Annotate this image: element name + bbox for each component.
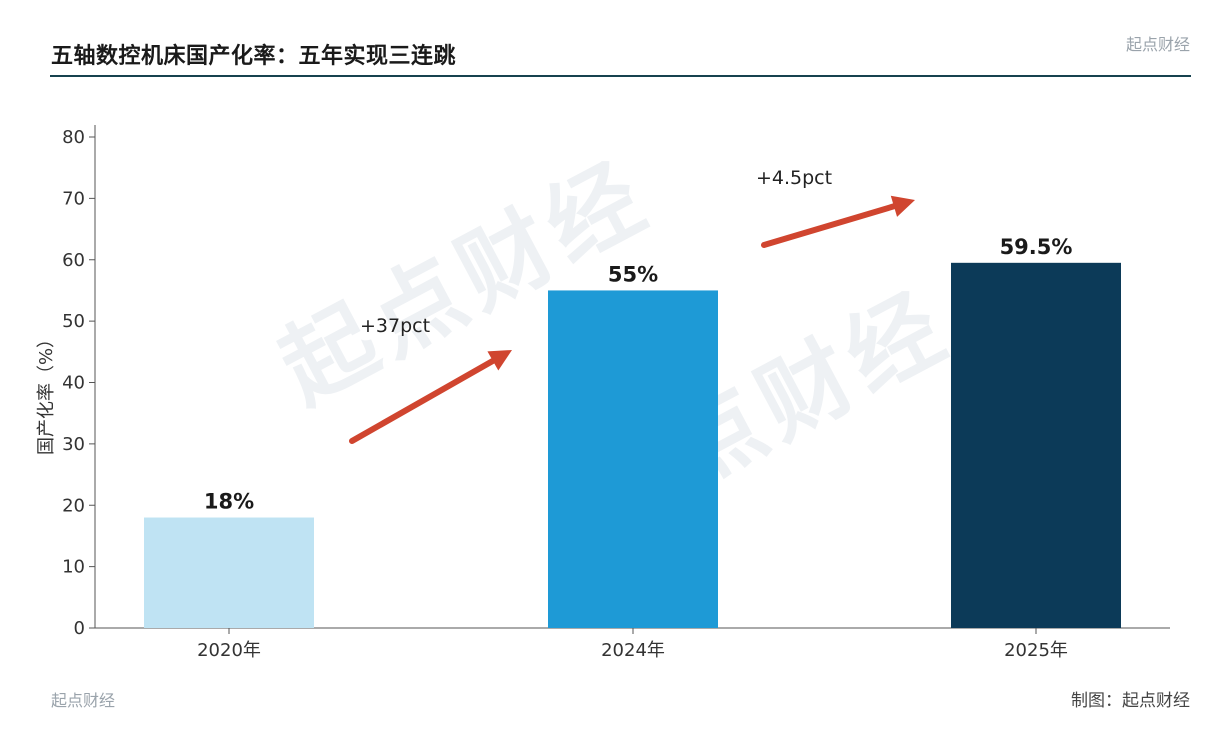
- bar: [548, 290, 718, 628]
- y-tick-label: 80: [62, 127, 85, 148]
- chart-credit: 制图：起点财经: [1071, 691, 1190, 711]
- y-tick-label: 60: [62, 250, 85, 271]
- annotation-arrow: [349, 357, 496, 444]
- annotation-arrowhead: [487, 350, 512, 371]
- y-axis-label: 国产化率（%）: [36, 330, 57, 455]
- chart-title: 五轴数控机床国产化率：五年实现三连跳: [51, 44, 457, 69]
- y-tick-label: 40: [62, 373, 85, 394]
- annotation-arrowhead: [890, 195, 915, 217]
- title-rule: [50, 75, 1191, 77]
- bar: [144, 517, 314, 628]
- annotation-label: +4.5pct: [756, 167, 832, 189]
- y-tick-label: 0: [74, 618, 85, 639]
- x-tick-label: 2020年: [197, 640, 261, 661]
- bar: [951, 262, 1121, 628]
- bar-value-label: 55%: [608, 262, 658, 286]
- brand-label-bottom: 起点财经: [51, 691, 116, 710]
- bar-value-label: 59.5%: [1000, 235, 1073, 259]
- brand-label-top: 起点财经: [1125, 35, 1190, 54]
- annotations: +37pct +4.5pct: [349, 167, 915, 444]
- y-tick-label: 30: [62, 434, 85, 455]
- bars: [144, 262, 1121, 628]
- y-tick-label: 50: [62, 311, 85, 332]
- y-tick-label: 70: [62, 188, 85, 209]
- annotation-label: +37pct: [360, 315, 430, 337]
- x-tick-label: 2024年: [601, 640, 665, 661]
- bar-value-label: 18%: [204, 490, 254, 514]
- y-tick-label: 20: [62, 495, 85, 516]
- annotation-arrow: [761, 203, 897, 248]
- x-tick-label: 2025年: [1004, 640, 1068, 661]
- data-labels: 18% 55% 59.5%: [204, 235, 1073, 514]
- y-tick-label: 10: [62, 557, 85, 578]
